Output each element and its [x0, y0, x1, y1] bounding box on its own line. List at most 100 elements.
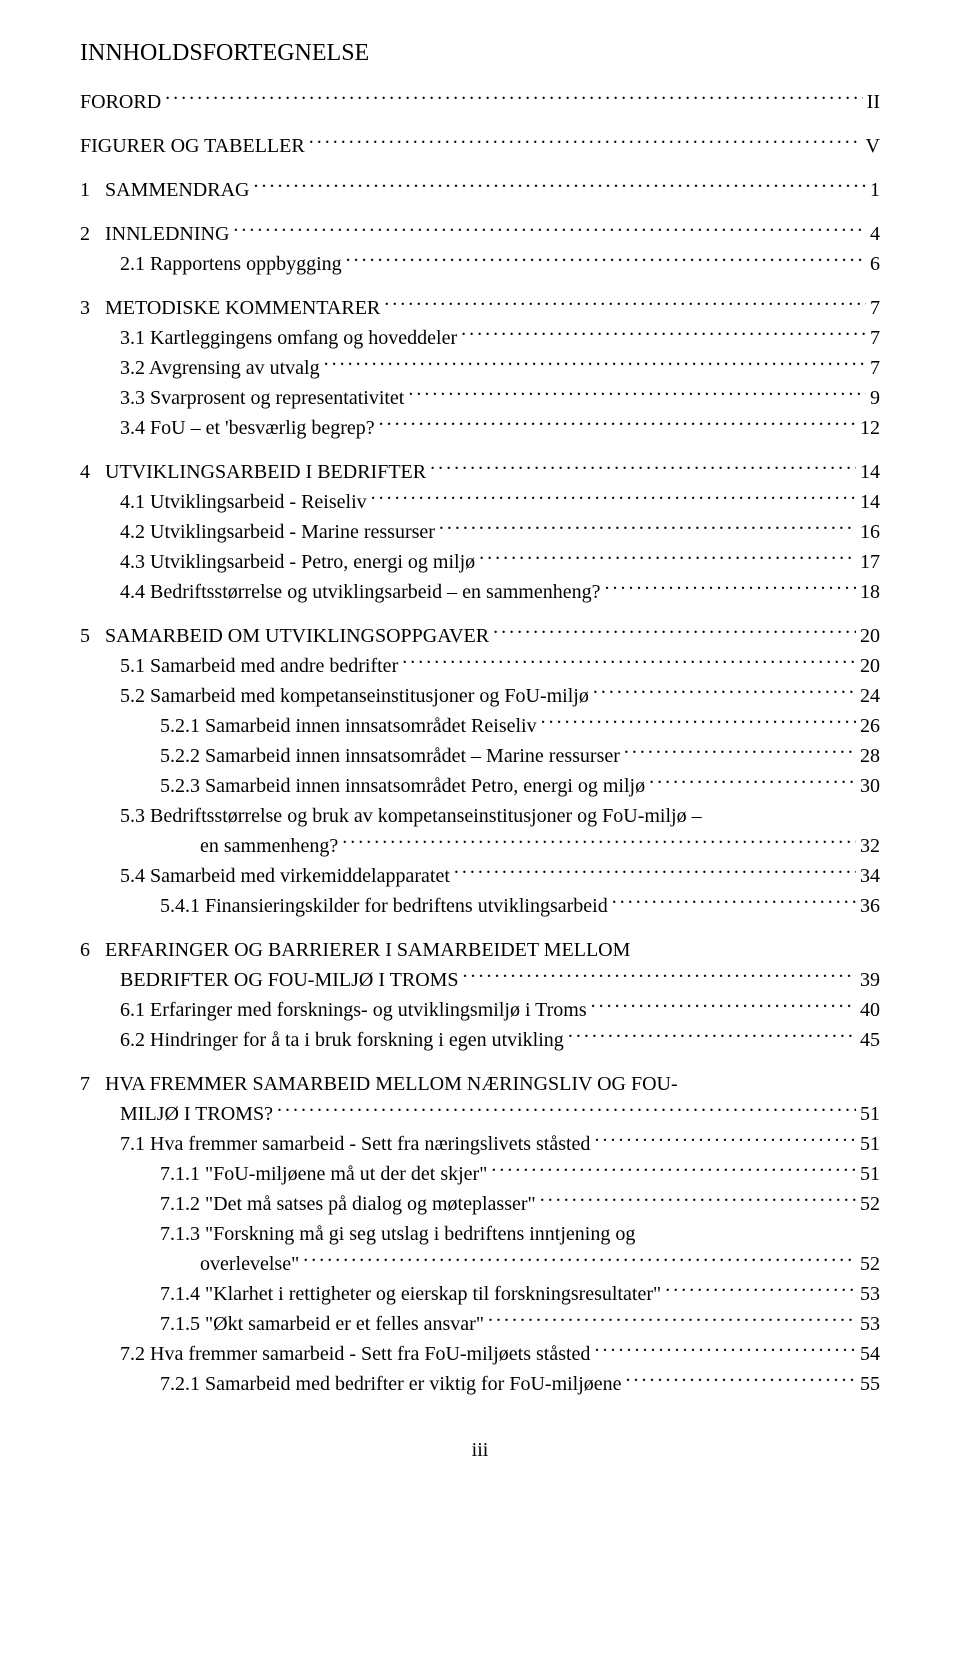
toc-entry-label: 5.3 Bedriftsstørrelse og bruk av kompeta… [120, 801, 702, 831]
toc-entry-page: 55 [860, 1369, 880, 1399]
toc-entry: 7.1 Hva fremmer samarbeid - Sett fra nær… [80, 1129, 880, 1159]
toc-entry-label: 5.2.2 Samarbeid innen innsatsområdet – M… [160, 741, 620, 771]
toc-leader-dots [309, 132, 862, 152]
toc-leader-dots [303, 1250, 856, 1270]
toc-entry-continuation: MILJØ I TROMS?51 [80, 1099, 880, 1129]
toc-entry-page: 7 [870, 353, 880, 383]
toc-entry-label: 7.2.1 Samarbeid med bedrifter er viktig … [160, 1369, 622, 1399]
toc-entry-label: 5.2.1 Samarbeid innen innsatsområdet Rei… [160, 711, 537, 741]
toc-entry-page: 51 [860, 1129, 880, 1159]
toc-leader-dots [479, 548, 856, 568]
toc-leader-dots [379, 414, 856, 434]
toc-leader-dots [594, 1340, 856, 1360]
toc-entry: 6 ERFARINGER OG BARRIERER I SAMARBEIDET … [80, 935, 880, 965]
toc-entry: 5.2.3 Samarbeid innen innsatsområdet Pet… [80, 771, 880, 801]
toc-heading: INNHOLDSFORTEGNELSE [80, 40, 880, 67]
toc-entry-continuation: BEDRIFTER OG FOU-MILJØ I TROMS39 [80, 965, 880, 995]
toc-entry: 5 SAMARBEID OM UTVIKLINGSOPPGAVER20 [80, 621, 880, 651]
toc-entry-label: 3 METODISKE KOMMENTARER [80, 293, 380, 323]
toc-leader-dots [165, 88, 863, 108]
toc-entry-page: 51 [860, 1099, 880, 1129]
toc-entry: 3.2 Avgrensing av utvalg7 [80, 353, 880, 383]
toc-leader-dots [253, 176, 866, 196]
toc-leader-dots [461, 324, 866, 344]
toc-entry-page: 53 [860, 1279, 880, 1309]
toc-entry: 5.4.1 Finansieringskilder for bedriftens… [80, 891, 880, 921]
toc-group-spacer [80, 205, 880, 219]
toc-entry: 6.2 Hindringer for å ta i bruk forskning… [80, 1025, 880, 1055]
toc-entry: 5.4 Samarbeid med virkemiddelapparatet34 [80, 861, 880, 891]
toc-entry-label: 6.1 Erfaringer med forsknings- og utvikl… [120, 995, 587, 1025]
page-number-footer: iii [80, 1439, 880, 1462]
toc-group-spacer [80, 1055, 880, 1069]
toc-entry-label: en sammenheng? [200, 831, 338, 861]
toc-entry: 7.1.2 "Det må satses på dialog og møtepl… [80, 1189, 880, 1219]
toc-entry-label: 7.1 Hva fremmer samarbeid - Sett fra nær… [120, 1129, 590, 1159]
toc-entry-page: 16 [860, 517, 880, 547]
toc-entry-label: 7.1.2 "Det må satses på dialog og møtepl… [160, 1189, 536, 1219]
toc-leader-dots [604, 578, 856, 598]
toc-leader-dots [277, 1100, 856, 1120]
toc-entry-label: 3.4 FoU – et 'besværlig begrep? [120, 413, 375, 443]
toc-entry-label: 5.2.3 Samarbeid innen innsatsområdet Pet… [160, 771, 645, 801]
toc-container: FORORDIIFIGURER OG TABELLERV1 SAMMENDRAG… [80, 87, 880, 1399]
toc-entry: 3 METODISKE KOMMENTARER7 [80, 293, 880, 323]
page: INNHOLDSFORTEGNELSE FORORDIIFIGURER OG T… [0, 0, 960, 1502]
toc-entry-label: 5.2 Samarbeid med kompetanseinstitusjone… [120, 681, 589, 711]
toc-group-spacer [80, 117, 880, 131]
toc-entry-label: 4.1 Utviklingsarbeid - Reiseliv [120, 487, 367, 517]
toc-entry-page: 28 [860, 741, 880, 771]
toc-leader-dots [371, 488, 856, 508]
toc-entry: 7.1.1 "FoU-miljøene må ut der det skjer"… [80, 1159, 880, 1189]
toc-entry-page: 12 [860, 413, 880, 443]
toc-entry: 7.1.3 "Forskning må gi seg utslag i bedr… [80, 1219, 880, 1249]
toc-leader-dots [649, 772, 856, 792]
toc-entry-page: 30 [860, 771, 880, 801]
toc-leader-dots [463, 966, 856, 986]
toc-entry: 3.4 FoU – et 'besværlig begrep? 12 [80, 413, 880, 443]
toc-leader-dots [594, 1130, 856, 1150]
toc-entry-label: BEDRIFTER OG FOU-MILJØ I TROMS [120, 965, 459, 995]
toc-entry-label: overlevelse" [200, 1249, 299, 1279]
toc-leader-dots [612, 892, 856, 912]
toc-leader-dots [568, 1026, 856, 1046]
toc-entry-label: 7.2 Hva fremmer samarbeid - Sett fra FoU… [120, 1339, 590, 1369]
toc-entry: 7 HVA FREMMER SAMARBEID MELLOM NÆRINGSLI… [80, 1069, 880, 1099]
toc-entry-page: 32 [860, 831, 880, 861]
toc-leader-dots [430, 458, 856, 478]
toc-leader-dots [454, 862, 856, 882]
toc-entry-page: 34 [860, 861, 880, 891]
toc-leader-dots [541, 712, 856, 732]
toc-leader-dots [384, 294, 866, 314]
toc-entry-label: FIGURER OG TABELLER [80, 131, 305, 161]
toc-entry-label: 5 SAMARBEID OM UTVIKLINGSOPPGAVER [80, 621, 489, 651]
toc-entry-page: 45 [860, 1025, 880, 1055]
toc-leader-dots [591, 996, 856, 1016]
toc-entry-page: 52 [860, 1249, 880, 1279]
toc-entry-page: 53 [860, 1309, 880, 1339]
toc-entry-label: 6 ERFARINGER OG BARRIERER I SAMARBEIDET … [80, 935, 630, 965]
toc-entry-label: 4.4 Bedriftsstørrelse og utviklingsarbei… [120, 577, 600, 607]
toc-leader-dots [540, 1190, 856, 1210]
toc-entry: 7.2.1 Samarbeid med bedrifter er viktig … [80, 1369, 880, 1399]
toc-entry-label: 5.1 Samarbeid med andre bedrifter [120, 651, 398, 681]
toc-entry: 5.2.1 Samarbeid innen innsatsområdet Rei… [80, 711, 880, 741]
toc-group-spacer [80, 161, 880, 175]
toc-entry-label: 2 INNLEDNING [80, 219, 229, 249]
toc-entry-label: 1 SAMMENDRAG [80, 175, 249, 205]
toc-entry-label: 7.1.5 "Økt samarbeid er et felles ansvar… [160, 1309, 484, 1339]
toc-entry-page: 14 [860, 487, 880, 517]
toc-entry-label: 7 HVA FREMMER SAMARBEID MELLOM NÆRINGSLI… [80, 1069, 678, 1099]
toc-entry: 5.2 Samarbeid med kompetanseinstitusjone… [80, 681, 880, 711]
toc-leader-dots [342, 832, 856, 852]
toc-entry: 2.1 Rapportens oppbygging6 [80, 249, 880, 279]
toc-entry: 6.1 Erfaringer med forsknings- og utvikl… [80, 995, 880, 1025]
toc-entry: 2 INNLEDNING 4 [80, 219, 880, 249]
toc-entry-page: 4 [870, 219, 880, 249]
toc-entry-label: 4.3 Utviklingsarbeid - Petro, energi og … [120, 547, 475, 577]
toc-entry-page: 7 [870, 323, 880, 353]
toc-entry: 5.1 Samarbeid med andre bedrifter20 [80, 651, 880, 681]
toc-entry: 3.3 Svarprosent og representativitet9 [80, 383, 880, 413]
toc-entry-page: 54 [860, 1339, 880, 1369]
toc-entry-label: 3.3 Svarprosent og representativitet [120, 383, 404, 413]
